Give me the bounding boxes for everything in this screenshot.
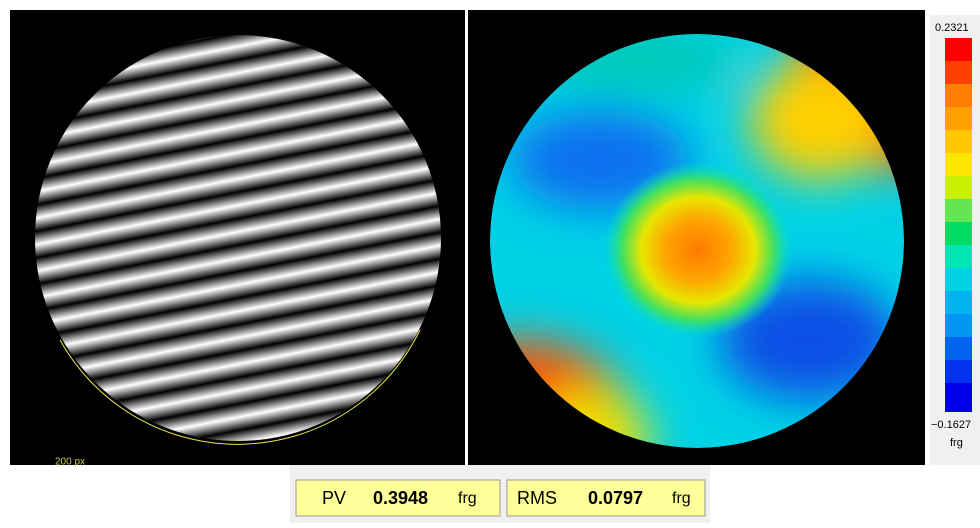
pv-label: PV <box>322 488 346 508</box>
aperture-outline <box>59 329 421 445</box>
rms-label: RMS <box>517 488 557 508</box>
fringe-image <box>35 35 441 441</box>
rms-value: 0.0797 <box>588 488 643 508</box>
pv-field <box>295 479 501 517</box>
color-bar-min: −0.1627 <box>931 419 971 431</box>
pv-unit: frg <box>458 490 477 507</box>
rms-unit: frg <box>672 490 691 507</box>
color-bar-max: 0.2321 <box>935 22 969 34</box>
color-bar-unit: frg <box>950 437 963 449</box>
color-bar <box>945 38 972 412</box>
rms-field <box>506 479 706 517</box>
scale-label: 200 px <box>55 457 85 468</box>
pv-value: 0.3948 <box>373 488 428 508</box>
